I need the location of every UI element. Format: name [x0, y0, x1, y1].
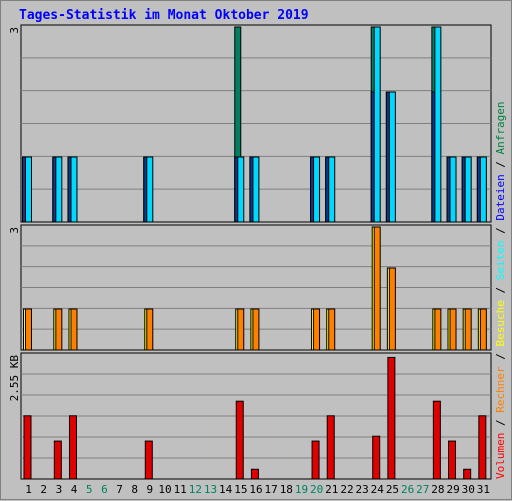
bar-volumen-day-4 [68, 415, 77, 480]
bar-volumen-day-21 [326, 415, 335, 480]
bar-volumen-day-16 [250, 468, 259, 480]
legend-separator: / [494, 413, 507, 433]
x-tick-label: 18 [280, 483, 293, 496]
x-tick-label: 26 [401, 483, 414, 496]
bar-volumen-day-9 [144, 440, 153, 480]
x-tick-label: 13 [204, 483, 217, 496]
x-tick-label: 9 [147, 483, 154, 496]
x-tick-label: 22 [340, 483, 353, 496]
bar-rechner-day-29 [449, 308, 457, 351]
x-tick-label: 29 [446, 483, 459, 496]
bar-seiten-day-9 [146, 156, 154, 223]
x-tick-label: 25 [386, 483, 399, 496]
bar-rechner-day-31 [479, 308, 487, 351]
bar-rechner-day-24 [373, 226, 381, 351]
chart-title: Tages-Statistik im Monat Oktober 2019 [19, 8, 309, 23]
bar-seiten-day-30 [464, 156, 472, 223]
bar-volumen-day-31 [478, 415, 487, 480]
bar-seiten-day-3 [55, 156, 63, 223]
bar-volumen-day-20 [311, 440, 320, 480]
bar-rechner-day-25 [388, 267, 396, 351]
legend-item-dateien: Dateien [494, 174, 507, 220]
x-tick-label: 17 [265, 483, 278, 496]
legend-item-besuche: Besuche [494, 300, 507, 346]
legend-separator: / [494, 221, 507, 241]
legend-separator: / [494, 347, 507, 367]
bar-seiten-day-25 [388, 91, 396, 223]
x-tick-label: 6 [101, 483, 108, 496]
bar-rechner-day-1 [25, 308, 32, 351]
bar-rechner-day-3 [55, 308, 63, 351]
legend-item-seiten: Seiten [494, 241, 507, 281]
bar-volumen-day-30 [463, 468, 472, 480]
x-tick-label: 5 [86, 483, 93, 496]
x-tick-label: 2 [40, 483, 47, 496]
bar-volumen-day-28 [432, 400, 441, 480]
legend-item-anfragen: Anfragen [494, 101, 507, 154]
bar-rechner-day-15 [237, 308, 245, 351]
x-tick-label: 11 [174, 483, 187, 496]
x-tick-label: 7 [116, 483, 123, 496]
bar-seiten-day-31 [479, 156, 487, 223]
legend-item-rechner: Rechner [494, 366, 507, 413]
bar-rechner-day-9 [146, 308, 154, 351]
x-tick-label: 16 [249, 483, 262, 496]
bar-volumen-day-25 [387, 356, 396, 480]
x-tick-label: 21 [325, 483, 338, 496]
bar-rechner-day-21 [328, 308, 336, 351]
bar-seiten-day-28 [434, 26, 442, 223]
x-tick-label: 14 [219, 483, 233, 496]
legend-item-volumen: Volumen [494, 433, 507, 479]
x-tick-label: 31 [477, 483, 490, 496]
bar-rechner-day-30 [464, 308, 472, 351]
x-tick-label: 1 [25, 483, 32, 496]
y-max-label-visits: 3 [8, 227, 21, 234]
y-max-label-hits: 3 [8, 27, 21, 34]
bar-volumen-day-3 [53, 440, 62, 480]
y-max-label-volume: 2.55 KB [8, 355, 21, 402]
bar-seiten-day-15 [237, 156, 245, 223]
legend: Volumen / Rechner / Besuche / Seiten / D… [494, 101, 507, 479]
bar-seiten-day-20 [313, 156, 321, 223]
legend-separator: / [494, 154, 507, 174]
bar-rechner-day-28 [434, 308, 442, 351]
bar-rechner-day-4 [70, 308, 78, 351]
bar-seiten-day-29 [449, 156, 457, 223]
x-tick-label: 23 [356, 483, 369, 496]
x-tick-label: 20 [310, 483, 323, 496]
x-tick-label: 10 [158, 483, 171, 496]
x-tick-label: 30 [462, 483, 475, 496]
x-tick-label: 4 [71, 483, 78, 496]
x-tick-label: 24 [371, 483, 385, 496]
bar-volumen-day-29 [448, 440, 457, 480]
x-tick-label: 15 [234, 483, 247, 496]
bar-volumen-day-1 [23, 415, 32, 480]
bar-seiten-day-24 [373, 26, 381, 223]
bar-rechner-day-16 [252, 308, 260, 351]
bar-volumen-day-24 [372, 435, 381, 480]
bar-seiten-day-4 [70, 156, 78, 223]
x-tick-label: 3 [56, 483, 63, 496]
bar-rechner-day-20 [313, 308, 321, 351]
bar-volumen-day-15 [235, 400, 244, 480]
bar-seiten-day-1 [25, 156, 32, 223]
bar-seiten-day-21 [328, 156, 336, 223]
x-tick-label: 28 [431, 483, 444, 496]
legend-separator: / [494, 280, 507, 300]
x-tick-label: 19 [295, 483, 308, 496]
x-tick-label: 12 [189, 483, 202, 496]
x-tick-label: 27 [416, 483, 429, 496]
bar-seiten-day-16 [252, 156, 260, 223]
x-tick-label: 8 [131, 483, 138, 496]
